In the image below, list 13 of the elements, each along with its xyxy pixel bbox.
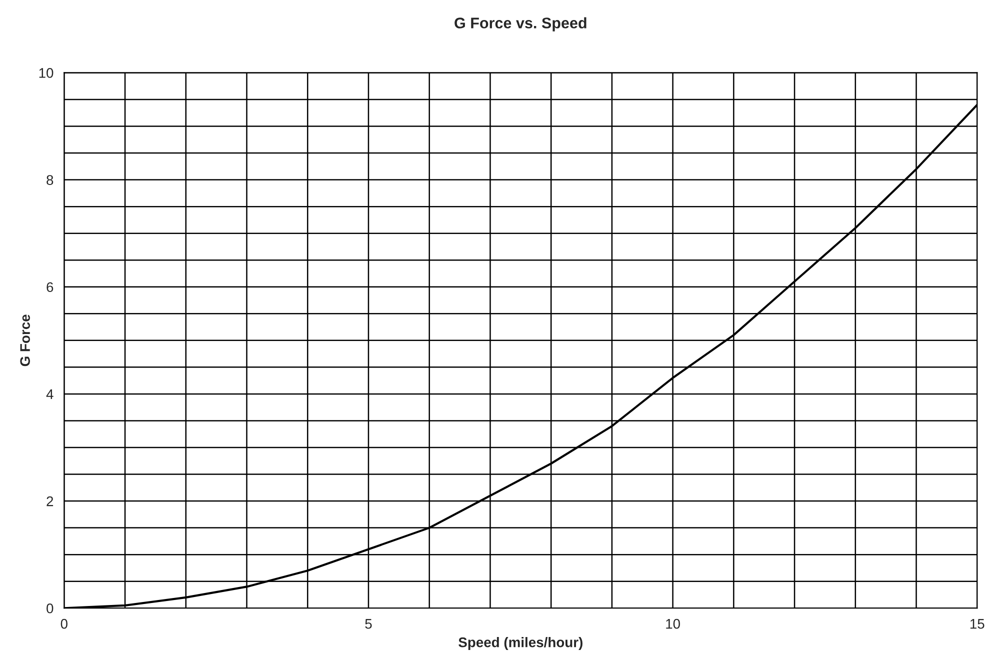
chart-title: G Force vs. Speed — [454, 17, 586, 32]
x-axis-title: Speed (miles/hour) — [458, 637, 582, 650]
y-axis-title: G Force — [20, 314, 30, 366]
x-tick-label: 0 — [60, 618, 68, 629]
y-tick-label: 8 — [46, 175, 54, 185]
y-tick-label: 0 — [46, 603, 54, 614]
x-tick-label: 5 — [365, 619, 372, 629]
y-tick-label: 4 — [46, 389, 54, 399]
y-tick-label: 10 — [39, 68, 54, 78]
x-tick-label: 10 — [666, 618, 680, 629]
x-tick-label: 15 — [970, 619, 984, 629]
y-tick-label: 6 — [46, 282, 54, 292]
y-tick-label: 2 — [46, 496, 54, 506]
